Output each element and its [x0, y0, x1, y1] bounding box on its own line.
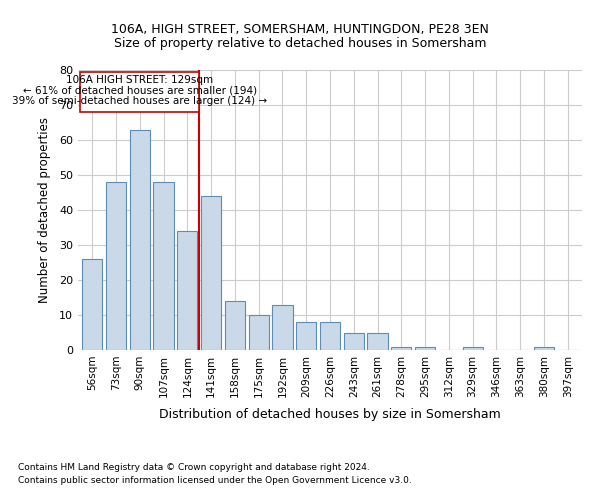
- Bar: [106, 182, 126, 350]
- Bar: [296, 322, 316, 350]
- Bar: [130, 130, 150, 350]
- Text: 39% of semi-detached houses are larger (124) →: 39% of semi-detached houses are larger (…: [12, 96, 268, 106]
- Bar: [154, 182, 173, 350]
- Bar: [344, 332, 364, 350]
- Text: Contains HM Land Registry data © Crown copyright and database right 2024.: Contains HM Land Registry data © Crown c…: [18, 464, 370, 472]
- Text: 106A HIGH STREET: 129sqm: 106A HIGH STREET: 129sqm: [66, 75, 214, 85]
- Bar: [82, 259, 103, 350]
- FancyBboxPatch shape: [80, 72, 199, 112]
- Bar: [272, 304, 293, 350]
- Text: 106A, HIGH STREET, SOMERSHAM, HUNTINGDON, PE28 3EN: 106A, HIGH STREET, SOMERSHAM, HUNTINGDON…: [111, 22, 489, 36]
- Text: Contains public sector information licensed under the Open Government Licence v3: Contains public sector information licen…: [18, 476, 412, 485]
- Text: Size of property relative to detached houses in Somersham: Size of property relative to detached ho…: [114, 38, 486, 51]
- Bar: [391, 346, 412, 350]
- X-axis label: Distribution of detached houses by size in Somersham: Distribution of detached houses by size …: [159, 408, 501, 421]
- Bar: [177, 231, 197, 350]
- Bar: [201, 196, 221, 350]
- Y-axis label: Number of detached properties: Number of detached properties: [38, 117, 50, 303]
- Bar: [463, 346, 483, 350]
- Bar: [248, 315, 269, 350]
- Bar: [225, 301, 245, 350]
- Bar: [367, 332, 388, 350]
- Text: ← 61% of detached houses are smaller (194): ← 61% of detached houses are smaller (19…: [23, 86, 257, 96]
- Bar: [415, 346, 435, 350]
- Bar: [534, 346, 554, 350]
- Bar: [320, 322, 340, 350]
